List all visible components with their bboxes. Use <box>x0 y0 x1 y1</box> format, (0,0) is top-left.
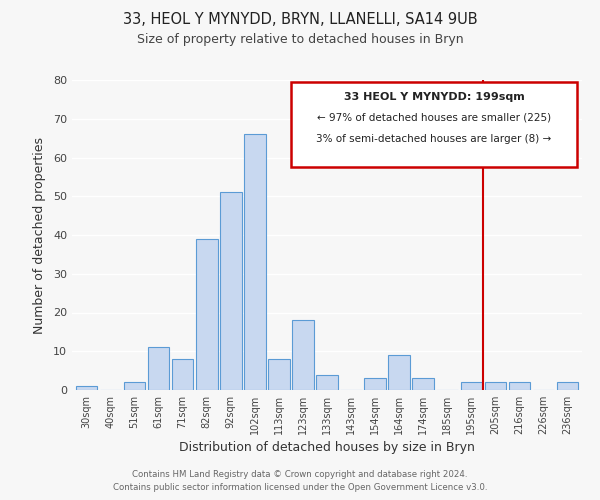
Bar <box>148 348 169 390</box>
Bar <box>485 382 506 390</box>
Bar <box>364 378 386 390</box>
Bar <box>244 134 266 390</box>
Bar <box>76 386 97 390</box>
FancyBboxPatch shape <box>291 82 577 167</box>
Text: Contains HM Land Registry data © Crown copyright and database right 2024.: Contains HM Land Registry data © Crown c… <box>132 470 468 479</box>
Bar <box>292 320 314 390</box>
Bar <box>196 239 218 390</box>
Bar <box>509 382 530 390</box>
Text: ← 97% of detached houses are smaller (225): ← 97% of detached houses are smaller (22… <box>317 113 551 123</box>
Bar <box>557 382 578 390</box>
Bar <box>220 192 242 390</box>
X-axis label: Distribution of detached houses by size in Bryn: Distribution of detached houses by size … <box>179 441 475 454</box>
Text: Size of property relative to detached houses in Bryn: Size of property relative to detached ho… <box>137 32 463 46</box>
Bar <box>412 378 434 390</box>
Bar <box>124 382 145 390</box>
Text: Contains public sector information licensed under the Open Government Licence v3: Contains public sector information licen… <box>113 484 487 492</box>
Bar <box>316 374 338 390</box>
Bar <box>388 355 410 390</box>
Text: 33, HEOL Y MYNYDD, BRYN, LLANELLI, SA14 9UB: 33, HEOL Y MYNYDD, BRYN, LLANELLI, SA14 … <box>122 12 478 28</box>
Bar <box>172 359 193 390</box>
Text: 33 HEOL Y MYNYDD: 199sqm: 33 HEOL Y MYNYDD: 199sqm <box>344 92 524 102</box>
Bar <box>268 359 290 390</box>
Text: 3% of semi-detached houses are larger (8) →: 3% of semi-detached houses are larger (8… <box>316 134 551 144</box>
Bar <box>461 382 482 390</box>
Y-axis label: Number of detached properties: Number of detached properties <box>33 136 46 334</box>
